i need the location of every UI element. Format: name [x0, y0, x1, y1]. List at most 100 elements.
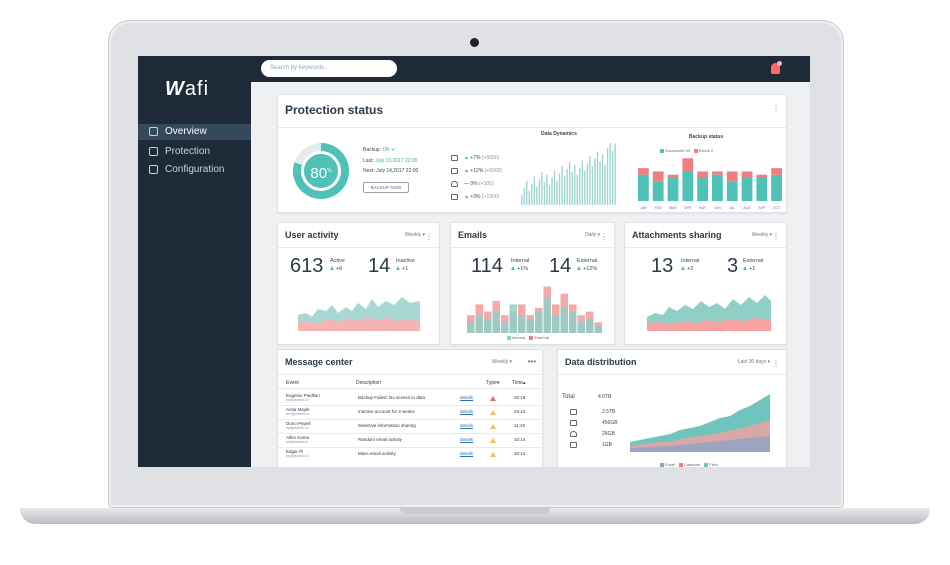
up-arrow-icon: ▲ — [464, 194, 469, 200]
more-icon[interactable]: ••• — [527, 357, 536, 366]
period-value: Weekly — [751, 232, 769, 238]
period-value: Weekly — [404, 232, 422, 238]
dynamics-bar — [561, 166, 563, 205]
email-internal-bar — [586, 318, 594, 333]
event-description: Random email activity — [358, 437, 403, 442]
event-time: 10:14 — [514, 437, 526, 442]
dynamics-bar — [574, 164, 576, 205]
period-select[interactable]: Weekly ▾ — [404, 232, 425, 238]
backup-now-button[interactable]: BACKUP NOW — [363, 182, 409, 193]
card-title: Emails — [458, 230, 488, 240]
external-delta: +1 — [743, 266, 755, 272]
puzzle-icon — [149, 165, 158, 174]
event-description: Selective information sharing — [358, 423, 416, 428]
dynamics-bar — [601, 154, 604, 205]
dynamics-count: (+105) — [479, 181, 494, 187]
bell-icon[interactable] — [771, 63, 780, 74]
email-internal-bar — [543, 297, 551, 333]
email-internal-bar — [535, 311, 543, 333]
legend-swatch — [529, 335, 534, 340]
sidebar-item-configuration[interactable]: Configuration — [138, 162, 251, 178]
more-icon[interactable]: ⋮ — [772, 104, 780, 113]
camera-icon — [470, 38, 479, 47]
details-link[interactable]: details — [460, 437, 474, 442]
up-arrow-icon — [743, 266, 747, 270]
sidebar-item-overview[interactable]: Overview — [138, 124, 251, 140]
next-value: July 14,2017 22:00 — [376, 168, 419, 174]
backup-success-bar — [638, 174, 649, 201]
legend-swatch — [693, 148, 698, 153]
dynamics-pct: +7% — [470, 155, 481, 161]
sidebar-item-protection[interactable]: Protection — [138, 144, 251, 160]
divider — [278, 419, 542, 420]
external-label: External — [743, 258, 764, 264]
more-icon[interactable]: ⋮ — [600, 232, 608, 241]
app-logo[interactable]: Wafi — [165, 78, 209, 101]
period-select[interactable]: Last 30 days ▾ — [737, 359, 770, 365]
up-arrow-icon — [511, 266, 515, 270]
backup-error-bar — [712, 171, 723, 175]
more-icon[interactable]: ⋮ — [425, 232, 433, 241]
dynamics-count: (+6000) — [484, 168, 503, 174]
column-header-type[interactable]: Type▾ — [486, 380, 500, 386]
divider — [278, 405, 542, 406]
calendar-icon — [451, 194, 458, 200]
external-count: 3 — [727, 255, 739, 277]
delta-value: +1% — [517, 266, 529, 272]
internal-delta: +2 — [681, 266, 693, 272]
delta-value: +2 — [687, 266, 694, 272]
legend-swatch — [660, 148, 664, 153]
period-select[interactable]: Daily ▾ — [584, 232, 600, 238]
data-distribution-chart — [630, 394, 770, 452]
details-link[interactable]: details — [460, 409, 474, 414]
dynamics-bar — [546, 174, 548, 205]
email-internal-bar — [509, 304, 517, 333]
delta-value: +6 — [336, 266, 343, 272]
month-tick-label: JAN — [640, 206, 647, 210]
email-internal-bar — [475, 315, 483, 333]
dynamics-bar — [584, 170, 586, 205]
flat-dash-icon: — — [464, 181, 469, 187]
column-header-description[interactable]: Description — [356, 380, 382, 386]
legend-email: Email — [665, 462, 676, 467]
copy-icon — [149, 147, 158, 156]
dynamics-bar — [581, 160, 584, 205]
event-name: Dono Pepell — [286, 421, 311, 426]
backup-legend: Successful 49 Errors 2 — [656, 148, 713, 153]
more-icon[interactable]: ⋮ — [772, 359, 780, 368]
event-description: Mass email activity — [358, 451, 396, 456]
emails-legend: Internal External — [503, 335, 549, 340]
backup-error-bar — [697, 171, 708, 178]
period-select[interactable]: Weekly ▾ — [491, 359, 512, 365]
period-value: Daily — [584, 232, 597, 238]
dynamics-bar — [521, 195, 523, 205]
divider — [278, 433, 542, 434]
column-header-event[interactable]: Event — [286, 380, 299, 386]
attachments-chart — [647, 295, 771, 331]
external-label: External — [577, 258, 598, 264]
up-arrow-icon: ▲ — [464, 168, 469, 174]
internal-label: Internal — [511, 258, 530, 264]
dynamics-bar — [591, 166, 594, 205]
details-link[interactable]: details — [460, 451, 474, 456]
card-title: Data distribution — [565, 357, 637, 367]
dynamics-bar — [553, 170, 556, 205]
details-link[interactable]: details — [460, 423, 474, 428]
protection-score-ring: 80% — [293, 143, 349, 199]
month-tick-label: FEB — [655, 206, 662, 210]
event-name: Allen Kama — [286, 435, 310, 440]
details-link[interactable]: details — [460, 395, 474, 400]
internal-label: Internal — [681, 258, 700, 264]
column-header-time[interactable]: Time▴ — [512, 380, 526, 386]
period-value: Last 30 days — [737, 359, 767, 365]
search-input[interactable]: Search by keywords... — [261, 60, 397, 77]
backup-error-bar — [771, 168, 782, 175]
dynamics-bar — [556, 180, 558, 205]
more-icon[interactable]: ⋮ — [772, 232, 780, 241]
period-select[interactable]: Weekly ▾ — [751, 232, 772, 238]
emails-card: Emails Daily ▾ ⋮ 114 Internal +1% 14 Ext… — [450, 222, 615, 345]
backup-success-bar — [712, 174, 723, 201]
dynamics-bar — [606, 147, 609, 205]
last-label: Last: — [363, 158, 374, 164]
